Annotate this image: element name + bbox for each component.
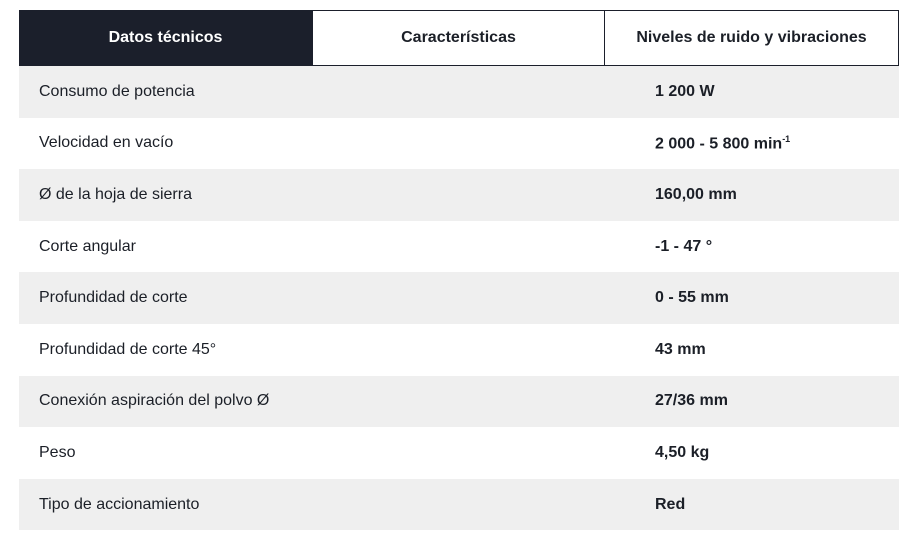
- table-row: Velocidad en vacío 2 000 - 5 800 min-1: [19, 118, 899, 170]
- table-row: Corte angular -1 - 47 °: [19, 221, 899, 273]
- tab-datos-tecnicos[interactable]: Datos técnicos: [19, 10, 313, 66]
- spec-value: 27/36 mm: [655, 392, 728, 410]
- spec-label: Profundidad de corte: [39, 289, 188, 307]
- table-row: Conexión aspiración del polvo Ø 27/36 mm: [19, 375, 899, 428]
- table-row: Peso 4,50 kg: [19, 427, 899, 479]
- spec-value: -1 - 47 °: [655, 237, 713, 255]
- spec-label: Conexión aspiración del polvo Ø: [39, 392, 270, 410]
- spec-value: 1 200 W: [655, 82, 715, 100]
- spec-value: 43 mm: [655, 340, 706, 358]
- tab-caracteristicas[interactable]: Características: [313, 10, 605, 66]
- spec-value: 2 000 - 5 800 min-1: [655, 134, 790, 153]
- table-row: Profundidad de corte 0 - 55 mm: [19, 272, 899, 324]
- spec-value: 4,50 kg: [655, 443, 710, 461]
- spec-label: Profundidad de corte 45°: [39, 340, 217, 358]
- spec-label: Consumo de potencia: [39, 82, 195, 100]
- spec-value-exponent: -1: [782, 133, 791, 144]
- spec-label: Velocidad en vacío: [39, 134, 174, 152]
- table-row: Ø de la hoja de sierra 160,00 mm: [19, 169, 899, 221]
- table-row: Profundidad de corte 45° 43 mm: [19, 324, 899, 376]
- spec-value-text: 2 000 - 5 800 min: [655, 135, 783, 153]
- table-row: Consumo de potencia 1 200 W: [19, 66, 899, 118]
- spec-label: Peso: [39, 443, 76, 461]
- spec-label: Corte angular: [39, 237, 136, 255]
- tab-bar: Datos técnicos Características Niveles d…: [19, 10, 899, 66]
- tab-niveles-ruido-vibraciones[interactable]: Niveles de ruido y vibraciones: [605, 10, 899, 66]
- table-row: Tipo de accionamiento Red: [19, 478, 899, 531]
- spec-label: Ø de la hoja de sierra: [39, 185, 192, 203]
- spec-label: Tipo de accionamiento: [39, 495, 200, 513]
- spec-value: Red: [655, 495, 686, 513]
- spec-value: 0 - 55 mm: [655, 289, 729, 307]
- specs-table: Consumo de potencia 1 200 W Velocidad en …: [19, 66, 899, 531]
- spec-value: 160,00 mm: [655, 185, 737, 203]
